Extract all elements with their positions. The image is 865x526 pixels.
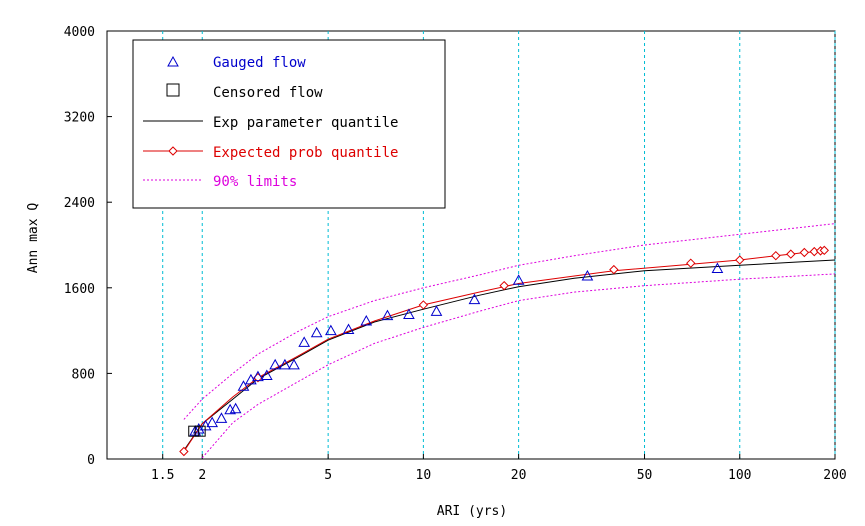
gauged-flow-point-10 xyxy=(260,369,273,381)
expected-prob-point-6 xyxy=(735,255,745,265)
gauged-flow-point-12 xyxy=(279,358,291,370)
expected-prob-point-9 xyxy=(799,247,810,258)
grid-lines xyxy=(162,31,836,459)
expected-prob-point-8 xyxy=(786,249,796,259)
series-expected-prob-quantile-line xyxy=(183,249,825,452)
y-tick-label-4000: 4000 xyxy=(64,25,95,40)
gauged-flow-point-11 xyxy=(269,358,281,370)
series-90-limits-lower xyxy=(201,273,836,459)
y-axis-ticks: 0 800 1600 2400 3200 4000 xyxy=(64,25,112,468)
legend: Gauged flow Censored flow Exp parameter … xyxy=(132,39,446,209)
y-tick-label-0: 0 xyxy=(87,453,95,468)
gauged-flow-point-9 xyxy=(252,370,264,382)
x-tick-label-200: 200 xyxy=(823,468,846,483)
x-tick-label-5: 5 xyxy=(324,468,332,483)
x-tick-label-100: 100 xyxy=(728,468,751,483)
y-tick-label-1600: 1600 xyxy=(64,282,95,297)
gauged-flow-point-21 xyxy=(430,305,443,316)
gauged-flow-point-17 xyxy=(342,323,355,335)
legend-label-gauged-flow: Gauged flow xyxy=(213,55,306,71)
y-tick-label-3200: 3200 xyxy=(64,111,95,126)
x-axis-label: ARI (yrs) xyxy=(437,504,507,519)
expected-prob-point-3 xyxy=(499,280,509,291)
censored-flow-point-0 xyxy=(188,425,200,437)
legend-label-censored-flow: Censored flow xyxy=(213,85,323,101)
legend-label-exp-parameter-quantile: Exp parameter quantile xyxy=(213,115,398,131)
y-tick-label-800: 800 xyxy=(72,367,95,382)
x-tick-label-1-5: 1.5 xyxy=(151,468,174,483)
legend-label-90-limits: 90% limits xyxy=(213,174,297,190)
gauged-flow-point-14 xyxy=(298,336,311,347)
expected-prob-point-4 xyxy=(609,264,619,275)
legend-label-expected-prob-quantile: Expected prob quantile xyxy=(213,145,398,161)
censored-flow-point-1 xyxy=(194,425,206,437)
y-tick-label-2400: 2400 xyxy=(64,196,95,211)
gauged-flow-point-7 xyxy=(237,380,250,391)
expected-prob-point-0 xyxy=(179,446,189,457)
x-tick-label-20: 20 xyxy=(511,468,527,483)
series-layer xyxy=(179,223,836,459)
expected-prob-point-2 xyxy=(418,300,429,310)
gauged-flow-point-16 xyxy=(325,324,337,336)
expected-prob-point-12 xyxy=(819,245,829,256)
legend-symbol-gauged-flow xyxy=(167,55,179,67)
legend-symbols xyxy=(143,55,203,181)
expected-prob-point-7 xyxy=(771,250,781,261)
x-tick-label-2: 2 xyxy=(198,468,206,483)
x-axis-ticks: 1.5 2 5 10 20 50 100 200 xyxy=(151,454,847,483)
y-axis-label: Ann max Q xyxy=(26,203,41,274)
gauged-flow-point-15 xyxy=(310,326,323,338)
gauged-flow-point-6 xyxy=(229,402,242,414)
legend-symbol-censored-flow xyxy=(166,83,180,97)
expected-prob-point-5 xyxy=(686,258,696,268)
gauged-flow-point-19 xyxy=(381,309,394,321)
series-90-limits-upper xyxy=(183,223,836,420)
x-tick-label-10: 10 xyxy=(416,468,432,483)
gauged-flow-point-25 xyxy=(711,262,724,274)
gauged-flow-point-3 xyxy=(206,416,219,428)
gauged-flow-point-18 xyxy=(360,314,373,326)
gauged-flow-point-24 xyxy=(581,270,594,281)
gauged-flow-point-20 xyxy=(403,308,415,320)
legend-symbol-expected-prob-quantile-marker xyxy=(168,146,178,156)
gauged-flow-point-22 xyxy=(468,293,481,305)
gauged-flow-point-4 xyxy=(215,412,228,423)
gauged-flow-point-23 xyxy=(512,274,525,285)
x-tick-label-50: 50 xyxy=(637,468,653,483)
gauged-flow-point-13 xyxy=(288,358,300,370)
